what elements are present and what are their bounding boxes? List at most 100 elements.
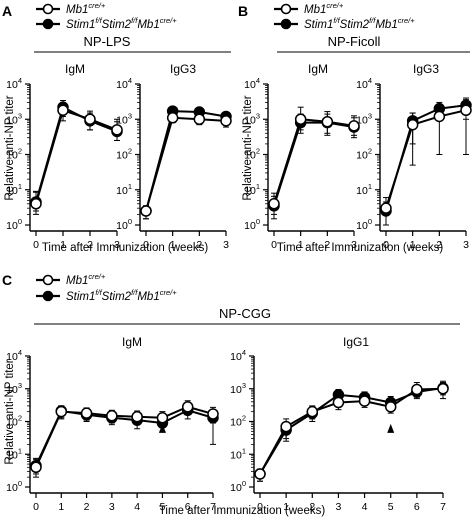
y-tick-label-c1: 101: [6, 446, 22, 461]
data-point-a1: [57, 104, 69, 117]
data-point-a2: [220, 115, 232, 127]
x-tick-label-a1: 2: [87, 239, 93, 251]
data-point-a1: [84, 113, 96, 125]
y-tick-label-b2: 103: [356, 111, 372, 126]
series-line-a2: [145, 116, 227, 212]
series-line-a1: [35, 108, 118, 205]
data-point-a2: [193, 113, 206, 125]
x-tick-label-c2: 7: [440, 501, 446, 513]
x-tick-label-c1: 0: [33, 501, 39, 513]
x-tick-label-c2: 6: [414, 501, 420, 513]
series-line-a2: [145, 110, 227, 212]
x-tick-label-c1: 5: [160, 501, 166, 513]
y-tick-label-c2: 103: [230, 381, 246, 396]
legend-a-wt-label: Mb1cre/+: [66, 1, 106, 16]
y-tick-label-a1: 103: [6, 111, 22, 126]
y-tick-label-c2: 102: [230, 414, 246, 429]
data-point-b2: [406, 118, 419, 131]
y-tick-label-c1: 102: [6, 414, 22, 429]
y-tick-label-a2: 104: [116, 76, 132, 91]
y-axis-label-b: Relative anti-NP titer: [242, 95, 254, 200]
data-point-a2: [140, 205, 152, 217]
data-point-a2: [166, 112, 179, 124]
plot-c1: 100 101 102 103 104 0 1 2 3 4 5 6 7: [6, 348, 219, 513]
data-point-b2: [380, 202, 392, 214]
plot-b1: 100 101 102 103 104 0 1 2 3: [244, 76, 360, 251]
plot-a1: 100 101 102 103 104 0 1 2 3: [6, 76, 123, 251]
legend-b-open-marker: [280, 3, 292, 15]
data-point-b1: [321, 115, 334, 128]
x-tick-label-c2: 2: [309, 501, 315, 513]
data-point-c1: [55, 405, 68, 418]
y-tick-label-b2: 102: [356, 147, 372, 162]
x-tick-label-b1: 2: [324, 239, 330, 251]
x-tick-label-b2: 1: [410, 239, 416, 251]
x-tick-label-b1: 3: [351, 239, 357, 251]
subtitle-c2: IgG1: [343, 335, 369, 349]
x-tick-label-c2: 3: [336, 501, 342, 513]
x-tick-label-a2: 3: [223, 239, 229, 251]
data-point-c2: [280, 420, 292, 433]
y-tick-label-c2: 104: [230, 348, 246, 363]
y-tick-label-b2: 100: [356, 217, 372, 232]
data-point-b2: [433, 110, 446, 123]
plot-b2: 100 101 102 103 104 0 1 2 3: [356, 76, 472, 251]
y-tick-label-c1: 104: [6, 348, 22, 363]
y-tick-label-c2: 101: [230, 446, 246, 461]
x-tick-label-c1: 6: [185, 501, 191, 513]
data-point-a1: [30, 198, 42, 210]
data-point-c1: [181, 401, 194, 413]
y-tick-label-a1: 104: [6, 76, 22, 91]
condition-title-c: NP-CGG: [219, 306, 271, 321]
legend-b-ko-label: Stim1f/fStim2f/fMb1cre/+: [304, 16, 415, 31]
legend-b: Mb1cre/+ Stim1f/fStim2f/fMb1cre/+: [274, 1, 415, 31]
y-tick-label-a1: 102: [6, 147, 22, 162]
y-tick-label-b1: 101: [244, 182, 260, 197]
data-point-c1: [131, 410, 143, 423]
data-point-b2: [460, 104, 472, 117]
x-tick-label-c1: 7: [210, 501, 216, 513]
y-tick-label-b1: 102: [244, 147, 260, 162]
legend-c: Mb1cre/+ Stim1f/fStim2f/fMb1cre/+: [36, 272, 177, 303]
data-point-c2: [411, 383, 423, 396]
panel-letter-b: B: [238, 3, 248, 19]
x-tick-label-b1: 1: [298, 239, 304, 251]
legend-c-ko-label: Stim1f/fStim2f/fMb1cre/+: [66, 288, 177, 303]
legend-a-ko-label: Stim1f/fStim2f/fMb1cre/+: [66, 16, 177, 31]
x-axis-label-b: Time after Immunization (weeks): [277, 242, 444, 254]
y-axis-label-c: Relative anti-NP titer: [4, 359, 16, 464]
x-tick-label-c1: 2: [84, 501, 90, 513]
data-point-c2: [437, 383, 449, 395]
y-tick-label-b1: 103: [244, 111, 260, 126]
x-axis-label-a: Time after Immunization (weeks): [42, 242, 209, 254]
y-tick-label-c1: 100: [6, 479, 22, 494]
x-tick-label-a2: 2: [196, 239, 202, 251]
y-tick-label-b2: 104: [356, 76, 372, 91]
y-tick-label-c1: 103: [6, 381, 22, 396]
x-axis-label-c: Time after Immunization (weeks): [159, 505, 326, 517]
subtitle-a1: IgM: [65, 62, 85, 76]
x-tick-label-a1: 3: [114, 239, 120, 251]
data-point-c2: [254, 468, 266, 480]
condition-title-b: NP-Ficoll: [328, 34, 381, 49]
x-tick-label-c2: 4: [362, 501, 368, 513]
x-tick-label-b2: 2: [436, 239, 442, 251]
data-point-c2: [384, 401, 397, 413]
data-point-c2: [332, 396, 345, 409]
data-point-c1: [207, 408, 219, 420]
x-tick-label-b1: 0: [271, 239, 277, 251]
data-point-c1: [80, 407, 93, 419]
y-tick-label-a2: 103: [116, 111, 132, 126]
data-point-c2: [358, 395, 371, 407]
subtitle-a2: IgG3: [170, 62, 196, 76]
legend-c-filled-marker: [42, 290, 54, 302]
series-line-a1: [35, 105, 118, 203]
y-tick-label-a2: 100: [116, 217, 132, 232]
series-line-b1: [273, 118, 355, 205]
legend-b-filled-marker: [280, 18, 292, 30]
x-tick-label-c2: 1: [283, 501, 289, 513]
y-tick-label-b1: 100: [244, 217, 260, 232]
data-point-c1: [106, 409, 118, 422]
data-point-a1: [111, 124, 123, 136]
